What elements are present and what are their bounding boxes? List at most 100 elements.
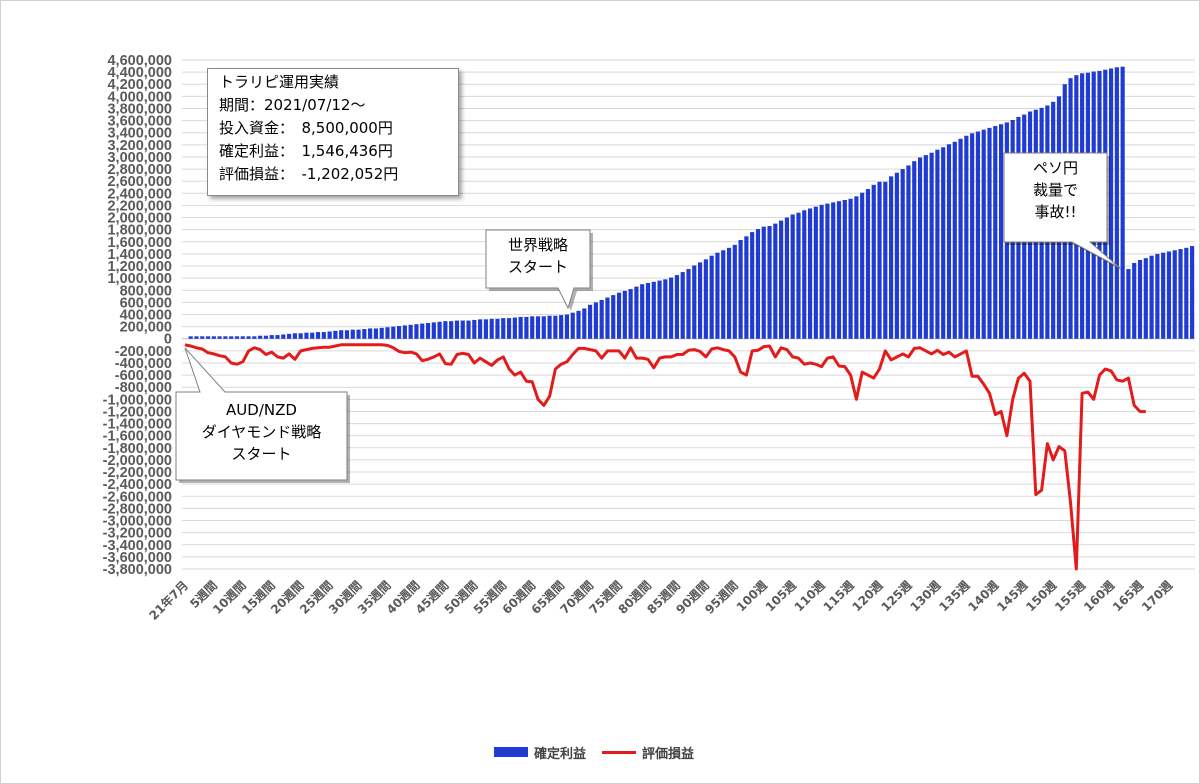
bar-realized-profit <box>344 330 350 339</box>
bar-realized-profit <box>588 304 593 339</box>
bar-realized-profit <box>958 138 963 339</box>
legend-label-unrealized: 評価損益 <box>642 746 695 762</box>
bar-realized-profit <box>547 315 552 339</box>
bar-realized-profit <box>310 332 315 339</box>
bar-realized-profit <box>779 220 784 339</box>
bar-realized-profit <box>848 198 853 339</box>
bar-realized-profit <box>842 199 847 339</box>
bar-realized-profit <box>674 275 680 339</box>
bar-realized-profit <box>1132 262 1137 339</box>
y-tick-label: -2,000,000 <box>103 453 172 469</box>
y-tick-label: -1,200,000 <box>103 404 172 420</box>
x-tick-label: 160週 <box>1080 578 1117 615</box>
bar-realized-profit <box>1190 246 1195 339</box>
y-tick-label: -600,000 <box>115 368 172 384</box>
bar-realized-profit <box>425 322 431 339</box>
bar-realized-profit <box>703 259 708 339</box>
bar-realized-profit <box>640 284 645 339</box>
bar-realized-profit <box>431 322 436 339</box>
bar-realized-profit <box>1114 67 1119 339</box>
bar-realized-profit <box>379 327 384 339</box>
x-tick-label: 100週 <box>733 578 770 615</box>
bar-realized-profit <box>275 335 280 339</box>
bar-realized-profit <box>993 126 998 339</box>
bar-realized-profit <box>611 295 616 339</box>
summary-title: トラリピ運用実績 <box>219 73 340 91</box>
bar-realized-profit <box>952 141 957 339</box>
bar-realized-profit <box>975 131 981 339</box>
bar-realized-profit <box>576 310 581 339</box>
bar-realized-profit <box>860 192 865 339</box>
callout-peso-accident-line: ペソ円 <box>1033 159 1078 177</box>
bar-realized-profit <box>726 247 732 339</box>
bar-realized-profit <box>350 329 355 339</box>
line-unrealized-pl <box>184 343 1146 571</box>
callout-peso-accident-line: 事故!! <box>1034 203 1076 221</box>
y-tick-label: 2,400,000 <box>107 186 172 202</box>
bar-realized-profit <box>802 210 807 339</box>
bar-realized-profit <box>472 319 477 339</box>
callout-audnzd-line: ダイヤモンド戦略 <box>202 423 322 441</box>
bar-realized-profit <box>854 196 859 339</box>
bar-realized-profit <box>715 252 720 339</box>
bar-realized-profit <box>929 152 934 339</box>
bar-realized-profit <box>755 229 761 339</box>
bar-realized-profit <box>524 316 529 339</box>
bar-realized-profit <box>385 327 390 339</box>
x-tick-label: 170週 <box>1138 578 1175 615</box>
bar-realized-profit <box>460 320 465 339</box>
bar-realized-profit <box>535 316 541 339</box>
bar-realized-profit <box>1126 269 1131 339</box>
y-tick-label: -3,200,000 <box>103 526 172 542</box>
bar-realized-profit <box>981 129 986 339</box>
bar-realized-profit <box>483 319 488 339</box>
bar-realized-profit <box>1143 258 1148 339</box>
bar-realized-profit <box>987 127 992 339</box>
bar-realized-profit <box>894 172 899 339</box>
bar-realized-profit <box>304 332 309 339</box>
legend-bar-swatch <box>494 747 528 757</box>
y-tick-label: 1,800,000 <box>107 223 172 239</box>
bar-realized-profit <box>564 314 570 339</box>
y-tick-label: -3,600,000 <box>103 550 172 566</box>
legend: 確定利益 評価損益 <box>494 742 694 762</box>
bar-realized-profit <box>1184 247 1189 339</box>
bar-realized-profit <box>495 318 500 339</box>
y-tick-label: 400,000 <box>120 308 172 324</box>
bar-realized-profit <box>391 326 396 339</box>
bar-realized-profit <box>362 329 367 339</box>
bar-realized-profit <box>263 335 269 339</box>
bar-realized-profit <box>657 280 662 339</box>
bar-realized-profit <box>368 328 373 339</box>
bar-realized-profit <box>449 321 454 339</box>
x-tick-label: 115週 <box>820 578 857 615</box>
bar-realized-profit <box>518 316 523 339</box>
bar-realized-profit <box>645 282 651 339</box>
bar-realized-profit <box>1166 251 1172 339</box>
bar-realized-profit <box>205 336 211 339</box>
bar-realized-profit <box>628 289 633 339</box>
y-tick-label: 3,600,000 <box>107 114 172 130</box>
bar-realized-profit <box>744 236 749 339</box>
bar-realized-profit <box>807 208 813 339</box>
bar-realized-profit <box>1120 66 1125 339</box>
y-tick-label: 4,600,000 <box>107 53 172 69</box>
bar-realized-profit <box>1155 253 1160 339</box>
bar-realized-profit <box>466 320 471 339</box>
y-tick-label: 4,000,000 <box>107 89 172 105</box>
y-tick-label: 2,000,000 <box>107 211 172 227</box>
bar-realized-profit <box>877 181 882 339</box>
y-tick-label: 800,000 <box>120 283 172 299</box>
bar-realized-profit <box>889 176 894 339</box>
bar-realized-profit <box>1178 249 1183 339</box>
bar-realized-profit <box>478 319 483 339</box>
bar-realized-profit <box>946 144 952 339</box>
bar-realized-profit <box>269 335 274 339</box>
y-tick-label: 1,400,000 <box>107 247 172 263</box>
bar-realized-profit <box>356 329 361 339</box>
bar-realized-profit <box>605 297 610 339</box>
y-tick-label: -1,400,000 <box>103 417 172 433</box>
bar-realized-profit <box>970 133 975 339</box>
